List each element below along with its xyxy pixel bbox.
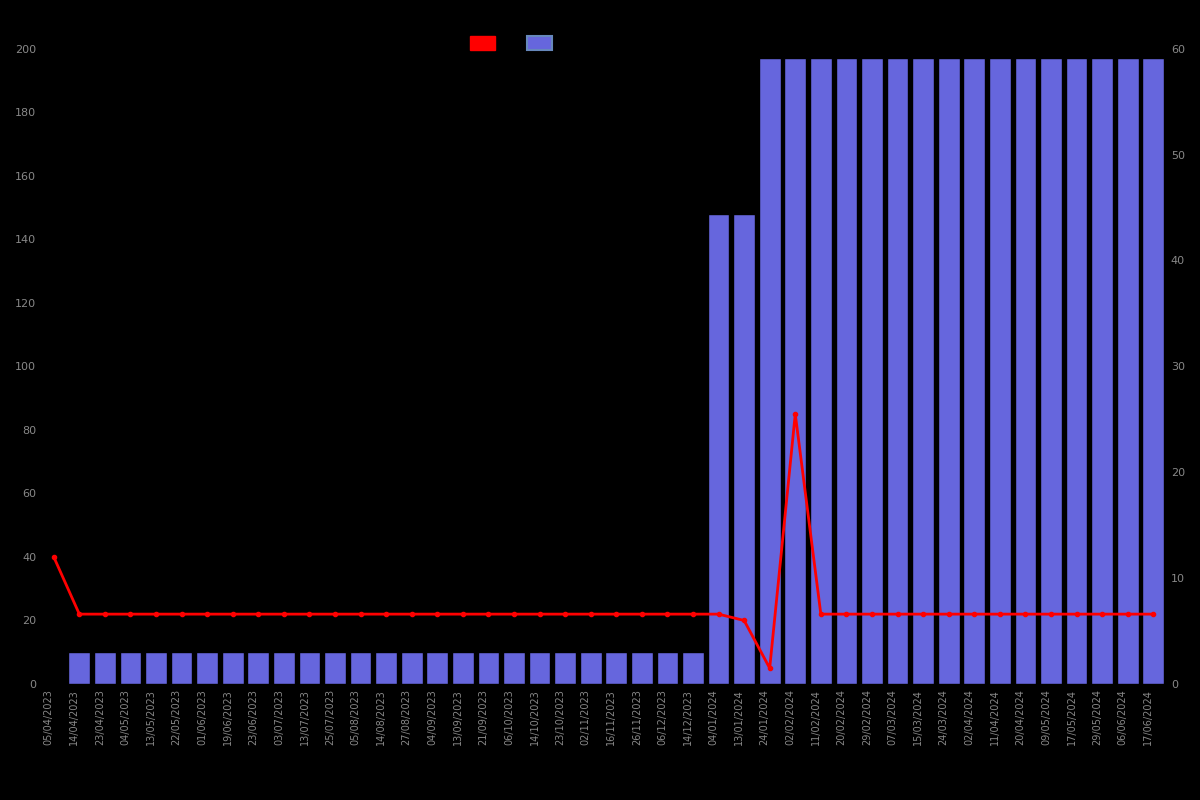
Bar [708, 214, 730, 684]
Bar [170, 652, 192, 684]
Bar [785, 58, 806, 684]
Bar [349, 652, 372, 684]
Bar [810, 58, 832, 684]
Bar [299, 652, 320, 684]
Bar [862, 58, 883, 684]
Bar [682, 652, 704, 684]
Bar [1066, 58, 1087, 684]
Bar [222, 652, 244, 684]
Bar [529, 652, 551, 684]
Bar [631, 652, 653, 684]
Bar [247, 652, 269, 684]
Bar [606, 652, 628, 684]
Bar [912, 58, 934, 684]
Bar [94, 652, 115, 684]
Bar [452, 652, 474, 684]
Bar [197, 652, 218, 684]
Bar [656, 652, 678, 684]
Bar [989, 58, 1010, 684]
Bar [1014, 58, 1037, 684]
Bar [1040, 58, 1062, 684]
Bar [938, 58, 960, 684]
Bar [401, 652, 422, 684]
Bar [835, 58, 857, 684]
Bar [758, 58, 780, 684]
Bar [580, 652, 601, 684]
Legend: , : , [464, 30, 562, 56]
Bar [1091, 58, 1112, 684]
Bar [120, 652, 142, 684]
Bar [1117, 58, 1139, 684]
Bar [426, 652, 448, 684]
Bar [68, 652, 90, 684]
Bar [964, 58, 985, 684]
Bar [887, 58, 908, 684]
Bar [324, 652, 346, 684]
Bar [503, 652, 524, 684]
Bar [145, 652, 167, 684]
Bar [274, 652, 295, 684]
Bar [733, 214, 755, 684]
Bar [376, 652, 397, 684]
Bar [1142, 58, 1164, 684]
Bar [478, 652, 499, 684]
Bar [554, 652, 576, 684]
